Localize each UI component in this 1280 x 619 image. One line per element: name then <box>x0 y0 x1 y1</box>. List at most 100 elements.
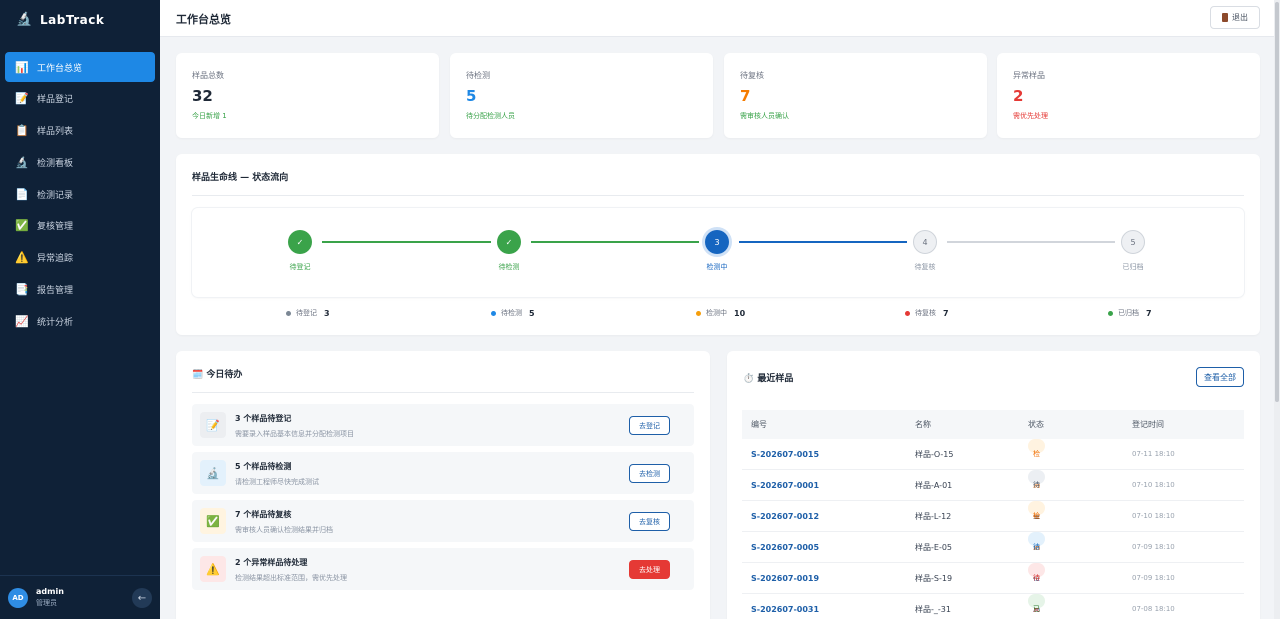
stat-card[interactable]: 待检测 5 待分配检测人员 <box>450 53 713 138</box>
legend-item: 待登记 3 <box>286 308 330 318</box>
sidebar-item-label: 检测记录 <box>37 190 74 201</box>
todo-item-title: 5 个样品待检测 <box>235 462 292 471</box>
sidebar-item-test-board[interactable]: 🔬 检测看板 <box>5 147 155 177</box>
stat-label: 待检测 <box>466 71 490 80</box>
todo-item-desc: 需审核人员确认检测结果并归档 <box>235 526 333 534</box>
stat-value: 7 <box>740 87 751 105</box>
brand[interactable]: 🔬 LabTrack <box>0 0 160 40</box>
legend-item: 待复核 7 <box>905 308 949 318</box>
todo-action-button[interactable]: 去复核 <box>629 512 670 531</box>
nav-icon: ⚠️ <box>15 251 29 265</box>
todo-item-desc: 检测结果超出标准范围，需优先处理 <box>235 574 347 582</box>
lifecycle-step[interactable]: 4 <box>913 230 937 254</box>
table-row[interactable]: S-202607-0001 样品-A-01 待登记 07-10 18:10 <box>742 470 1244 551</box>
divider <box>192 195 1244 196</box>
stat-card[interactable]: 待复核 7 需审核人员确认 <box>724 53 987 138</box>
todo-item: 📝 3 个样品待登记 需要录入样品基本信息并分配检测项目 去登记 <box>192 404 694 446</box>
status-badge: 检测中 <box>1028 439 1045 520</box>
sidebar-item-sample-register[interactable]: 📝 样品登记 <box>5 84 155 114</box>
recent-samples-card: ⏱️ 最近样品 查看全部 编号 名称 状态 登记时间 S-202607-0015 样品-… <box>727 351 1260 619</box>
lifecycle-step-label: 已归档 <box>1122 263 1144 271</box>
legend-label: 待登记 <box>296 309 317 317</box>
todo-title-row: 🗓️ 今日待办 <box>192 367 694 380</box>
register-time: 07-09 18:10 <box>1132 574 1175 582</box>
sidebar-item-sample-list[interactable]: 📋 样品列表 <box>5 116 155 146</box>
logout-button[interactable]: 退出 <box>1210 6 1260 29</box>
register-time: 07-10 18:10 <box>1132 512 1175 520</box>
register-time: 07-10 18:10 <box>1132 481 1175 489</box>
sidebar-item-label: 复核管理 <box>37 222 74 233</box>
table-row[interactable]: S-202607-0015 样品-O-15 检测中 07-11 18:10 <box>742 439 1244 520</box>
sidebar-item-test-records[interactable]: 📄 检测记录 <box>5 179 155 209</box>
sidebar-item-review[interactable]: ✅ 复核管理 <box>5 211 155 241</box>
recent-title: 最近样品 <box>757 374 794 384</box>
legend-label: 待检测 <box>501 309 522 317</box>
sample-name: 样品-S-19 <box>915 574 953 583</box>
sidebar-item-reports[interactable]: 📑 报告管理 <box>5 275 155 305</box>
stat-card[interactable]: 样品总数 32 今日新增 1 <box>176 53 439 138</box>
logout-label: 退出 <box>1232 13 1248 22</box>
user-role: 管理员 <box>36 599 57 607</box>
lifecycle-step[interactable]: ✓ <box>497 230 521 254</box>
sample-code-link[interactable]: S-202607-0012 <box>751 512 820 521</box>
lifecycle-step-label: 待检测 <box>498 263 520 271</box>
door-icon <box>1222 13 1228 22</box>
nav-icon: ✅ <box>15 219 29 233</box>
todo-item-title: 3 个样品待登记 <box>235 414 292 423</box>
recent-title-row: ⏱️ 最近样品 <box>743 371 1244 384</box>
todo-action-button[interactable]: 去检测 <box>629 464 670 483</box>
legend-label: 待复核 <box>915 309 936 317</box>
sidebar-item-label: 工作台总览 <box>37 63 83 74</box>
todo-action-button[interactable]: 去处理 <box>629 560 670 579</box>
nav-icon: 📈 <box>15 314 29 328</box>
legend-count: 7 <box>1146 308 1152 318</box>
status-badge: 待检测 <box>1028 532 1045 613</box>
column-header: 名称 <box>915 420 931 429</box>
avatar[interactable]: AD <box>8 587 28 608</box>
todo-item-title: 2 个异常样品待处理 <box>235 558 308 567</box>
stat-label: 样品总数 <box>192 71 224 80</box>
view-all-button[interactable]: 查看全部 <box>1196 367 1244 387</box>
todo-icon: ⚠️ <box>200 556 226 582</box>
page-scrollbar[interactable] <box>1274 0 1280 619</box>
sample-code-link[interactable]: S-202607-0005 <box>751 543 820 552</box>
table-row[interactable]: S-202607-0019 样品-S-19 待复核 07-09 18:10 <box>742 563 1244 613</box>
sidebar-item-stats[interactable]: 📈 统计分析 <box>5 306 155 336</box>
column-header: 状态 <box>1028 420 1044 429</box>
calendar-icon: 🗓️ <box>192 370 204 380</box>
table-row[interactable]: S-202607-0005 样品-E-05 待检测 07-09 18:10 <box>742 532 1244 613</box>
lifecycle-step[interactable]: 5 <box>1121 230 1145 254</box>
sidebar-item-anomaly[interactable]: ⚠️ 异常追踪 <box>5 243 155 273</box>
sample-code-link[interactable]: S-202607-0019 <box>751 574 820 583</box>
todo-item-title: 7 个样品待复核 <box>235 510 292 519</box>
sidebar-item-label: 统计分析 <box>37 317 74 328</box>
todo-title: 今日待办 <box>206 370 243 380</box>
sample-code-link[interactable]: S-202607-0015 <box>751 450 820 459</box>
legend-count: 3 <box>324 308 330 318</box>
sidebar-nav: 📊 工作台总览 📝 样品登记 📋 样品列表 🔬 检测看板 📄 检测记录 ✅ 复核管理 ⚠️ 异常追踪 📑 报告… <box>0 52 160 336</box>
sample-name: 样品-E-05 <box>915 543 953 552</box>
lifecycle-step[interactable]: 3 <box>705 230 729 254</box>
stat-label: 待复核 <box>740 71 764 80</box>
sample-name: 样品-A-01 <box>915 481 953 490</box>
app-name: LabTrack <box>40 13 105 27</box>
stat-card[interactable]: 异常样品 2 需优先处理 <box>997 53 1260 138</box>
sample-code-link[interactable]: S-202607-0031 <box>751 605 820 614</box>
status-badge: 待登记 <box>1028 470 1045 551</box>
legend-dot <box>491 310 496 316</box>
stat-subtext: 需审核人员确认 <box>740 112 789 120</box>
sidebar-item-dashboard[interactable]: 📊 工作台总览 <box>5 52 155 82</box>
lifecycle-card: 样品生命线 — 状态流向 ✓ 待登记 ✓ 待检测 3 检测中 4 待复核 5 已归档 待登记 3 待检… <box>176 154 1260 335</box>
sample-code-link[interactable]: S-202607-0001 <box>751 481 820 490</box>
register-time: 07-11 18:10 <box>1132 450 1175 458</box>
divider <box>192 392 694 393</box>
todo-action-button[interactable]: 去登记 <box>629 416 670 435</box>
collapse-sidebar-button[interactable]: ← <box>132 588 152 608</box>
table-row[interactable]: S-202607-0012 样品-L-12 检测中 07-10 18:10 <box>742 501 1244 582</box>
stat-subtext: 今日新增 1 <box>192 112 227 120</box>
scrollbar-thumb[interactable] <box>1275 2 1279 402</box>
lifecycle-title: 样品生命线 — 状态流向 <box>192 173 289 183</box>
lifecycle-step[interactable]: ✓ <box>288 230 312 254</box>
table-row[interactable]: S-202607-0031 样品-_-31 已归档 07-08 18:10 <box>742 594 1244 619</box>
legend-dot <box>286 310 291 316</box>
